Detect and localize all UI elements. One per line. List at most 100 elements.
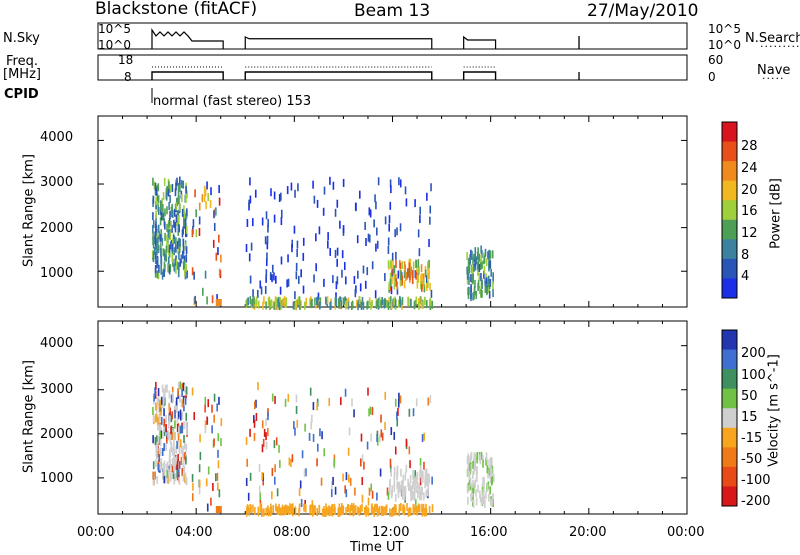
data-cell bbox=[474, 258, 476, 267]
data-cell bbox=[472, 498, 474, 507]
data-cell bbox=[399, 223, 402, 232]
data-cell bbox=[186, 190, 188, 199]
y-tick-label: 2000 bbox=[40, 427, 74, 442]
data-cell bbox=[471, 489, 473, 498]
data-cell bbox=[298, 488, 301, 497]
data-cell bbox=[316, 199, 319, 208]
data-cell bbox=[481, 497, 484, 506]
data-cell bbox=[273, 301, 276, 310]
data-cell bbox=[394, 229, 396, 238]
data-cell bbox=[191, 229, 194, 238]
data-cell bbox=[323, 506, 325, 515]
velocity-colorbar-swatch bbox=[722, 486, 737, 507]
data-cell bbox=[368, 234, 371, 243]
data-cell bbox=[332, 181, 335, 190]
data-cell bbox=[294, 189, 296, 198]
data-cell bbox=[431, 476, 433, 485]
data-cell bbox=[183, 260, 186, 269]
data-cell bbox=[390, 185, 392, 194]
data-cell bbox=[207, 193, 210, 202]
data-cell bbox=[163, 423, 165, 432]
nsearch-label: N.Search bbox=[745, 31, 800, 46]
data-cell bbox=[215, 207, 217, 216]
data-cell bbox=[216, 403, 218, 412]
data-cell bbox=[182, 250, 184, 259]
data-cell bbox=[183, 465, 186, 474]
data-cell bbox=[166, 470, 169, 479]
nsearch-tick-bottom: 10^0 bbox=[708, 38, 741, 52]
data-cell bbox=[152, 177, 154, 186]
data-cell bbox=[408, 268, 410, 277]
data-cell bbox=[217, 449, 219, 458]
data-cell bbox=[163, 428, 166, 437]
velocity-tick-label: -15 bbox=[741, 431, 763, 446]
data-cell bbox=[396, 281, 399, 290]
data-cell bbox=[401, 480, 404, 489]
data-cell bbox=[265, 274, 267, 283]
data-cell bbox=[177, 454, 179, 463]
data-cell bbox=[294, 300, 297, 309]
data-cell bbox=[487, 284, 490, 293]
data-cell bbox=[168, 229, 170, 238]
data-cell bbox=[377, 301, 380, 310]
data-cell bbox=[354, 289, 357, 298]
data-cell bbox=[178, 440, 180, 449]
data-cell bbox=[410, 492, 412, 501]
data-cell bbox=[267, 428, 269, 437]
data-cell bbox=[297, 183, 299, 192]
data-cell bbox=[158, 206, 160, 215]
data-cell bbox=[260, 286, 263, 295]
data-cell bbox=[412, 471, 414, 480]
data-cell bbox=[167, 235, 169, 244]
data-cell bbox=[294, 291, 296, 300]
data-cell bbox=[198, 486, 201, 495]
data-cell bbox=[176, 423, 179, 432]
data-cell bbox=[176, 210, 179, 219]
freq-tick-bottom: 8 bbox=[124, 70, 132, 84]
data-cell bbox=[403, 507, 406, 516]
data-cell bbox=[487, 251, 489, 260]
data-cell bbox=[467, 458, 470, 467]
data-cell bbox=[156, 397, 159, 406]
data-cell bbox=[151, 224, 154, 233]
data-cell bbox=[258, 485, 261, 494]
y-axis-label: Slant Range [km] bbox=[21, 154, 37, 267]
data-cell bbox=[174, 420, 176, 429]
data-cell bbox=[271, 274, 273, 283]
data-cell bbox=[344, 276, 347, 285]
data-cell bbox=[168, 454, 171, 463]
data-cell bbox=[211, 295, 214, 304]
data-cell bbox=[201, 287, 204, 296]
data-cell bbox=[425, 283, 428, 292]
data-cell bbox=[213, 222, 216, 231]
data-cell bbox=[380, 429, 383, 438]
data-cell bbox=[396, 418, 399, 427]
data-cell bbox=[171, 411, 174, 420]
x-tick-label: 12:00 bbox=[372, 525, 410, 540]
data-cell bbox=[159, 462, 162, 471]
data-cell bbox=[428, 505, 431, 514]
data-cell bbox=[309, 297, 311, 306]
data-cell bbox=[394, 493, 397, 502]
data-cell bbox=[488, 281, 491, 290]
data-cell bbox=[155, 201, 157, 210]
data-cell bbox=[424, 269, 427, 278]
data-cell bbox=[472, 499, 475, 508]
data-cell bbox=[423, 508, 426, 517]
nave-tick-bottom: 0 bbox=[708, 70, 716, 84]
data-cell bbox=[205, 201, 207, 210]
data-cell bbox=[161, 271, 164, 280]
data-cell bbox=[166, 223, 168, 232]
x-tick-label: 20:00 bbox=[569, 525, 607, 540]
data-cell bbox=[420, 264, 423, 273]
data-cell bbox=[175, 202, 177, 211]
data-cell bbox=[390, 427, 393, 436]
data-cell bbox=[152, 220, 155, 229]
data-cell bbox=[285, 507, 287, 516]
data-cell bbox=[481, 279, 483, 288]
freq-unit-label: [MHz] bbox=[3, 67, 41, 82]
data-cell bbox=[173, 219, 175, 228]
data-cell bbox=[398, 482, 400, 491]
data-cell bbox=[246, 458, 248, 467]
data-cell bbox=[179, 394, 181, 403]
